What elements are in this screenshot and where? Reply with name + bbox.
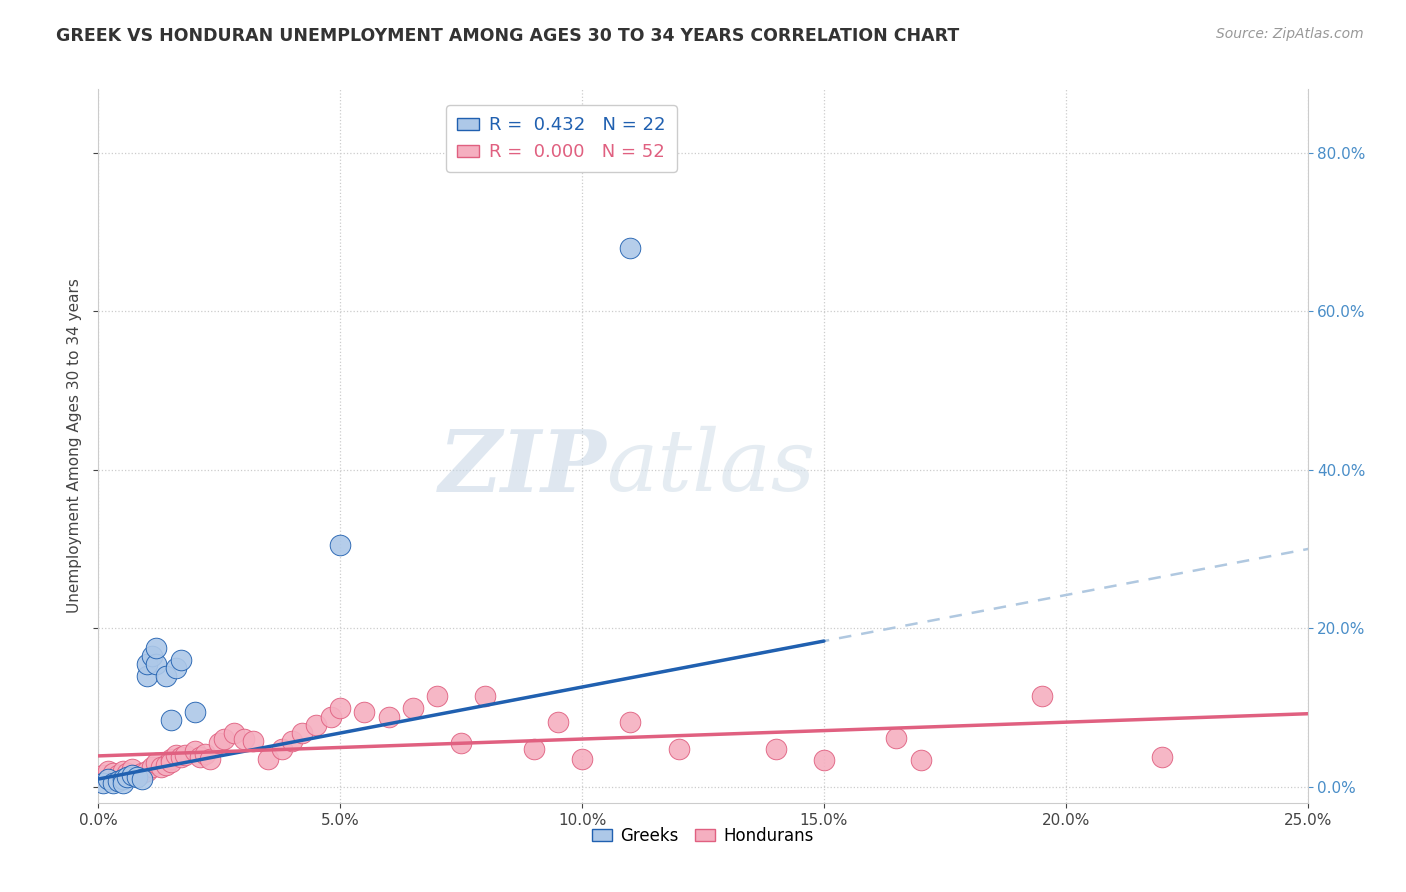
Point (353, 705, 375, 719)
Point (910, 753, 932, 767)
Point (426, 689, 449, 703)
Point (668, 742, 690, 756)
Point (184, 744, 207, 758)
Point (222, 726, 245, 740)
Point (107, 773, 129, 788)
Point (619, 714, 641, 729)
Point (160, 752, 183, 766)
Point (97, 772, 120, 786)
Point (305, 718, 328, 732)
Point (145, 756, 167, 771)
Point (281, 734, 304, 748)
Point (117, 771, 139, 785)
Point (145, 641, 167, 656)
Point (111, 772, 134, 786)
Point (813, 753, 835, 767)
Point (97, 764, 120, 778)
Point (290, 726, 312, 740)
Point (165, 661, 187, 675)
Point (232, 732, 254, 747)
Point (1031, 689, 1053, 703)
Point (329, 700, 352, 714)
Point (208, 736, 231, 750)
Text: atlas: atlas (606, 426, 815, 508)
Point (135, 657, 157, 671)
Point (242, 734, 264, 748)
Point (619, 241, 641, 255)
Point (121, 763, 143, 777)
Point (101, 765, 124, 780)
Point (127, 768, 149, 782)
Point (377, 710, 399, 724)
Point (135, 669, 157, 683)
Point (141, 760, 163, 774)
Text: Source: ZipAtlas.com: Source: ZipAtlas.com (1216, 27, 1364, 41)
Point (131, 772, 153, 786)
Point (127, 770, 149, 784)
Point (271, 742, 294, 756)
Point (160, 755, 183, 769)
Point (111, 776, 134, 790)
Text: ZIP: ZIP (439, 425, 606, 509)
Point (169, 653, 191, 667)
Point (165, 748, 187, 763)
Point (212, 732, 235, 747)
Point (256, 752, 278, 766)
Point (886, 731, 908, 745)
Legend: Greeks, Hondurans: Greeks, Hondurans (585, 821, 821, 852)
Point (155, 669, 177, 683)
Point (523, 742, 546, 756)
Point (121, 768, 143, 782)
Point (145, 657, 167, 671)
Point (111, 764, 134, 778)
Point (765, 742, 787, 756)
Point (329, 538, 352, 552)
Y-axis label: Unemployment Among Ages 30 to 34 years: Unemployment Among Ages 30 to 34 years (67, 278, 83, 614)
Point (169, 749, 191, 764)
Point (117, 765, 139, 780)
Point (91, 768, 114, 782)
Point (160, 713, 183, 727)
Point (107, 768, 129, 782)
Point (91, 776, 114, 790)
Point (319, 710, 342, 724)
Point (188, 749, 211, 764)
Point (101, 776, 124, 790)
Point (1152, 749, 1174, 764)
Point (194, 747, 217, 761)
Point (402, 700, 425, 714)
Point (450, 736, 472, 750)
Text: GREEK VS HONDURAN UNEMPLOYMENT AMONG AGES 30 TO 34 YEARS CORRELATION CHART: GREEK VS HONDURAN UNEMPLOYMENT AMONG AGE… (56, 27, 959, 45)
Point (198, 752, 221, 766)
Point (571, 752, 593, 766)
Point (547, 714, 569, 729)
Point (141, 649, 163, 664)
Point (474, 689, 496, 703)
Point (135, 764, 157, 778)
Point (184, 705, 207, 719)
Point (150, 760, 173, 774)
Point (155, 757, 177, 772)
Point (131, 765, 153, 780)
Point (174, 748, 197, 763)
